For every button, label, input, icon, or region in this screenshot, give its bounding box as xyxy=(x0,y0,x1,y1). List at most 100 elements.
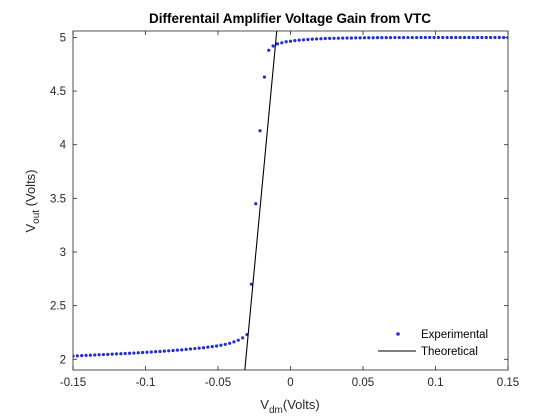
x-axis-label-main: V xyxy=(260,397,269,412)
data-point-experimental xyxy=(428,35,432,40)
data-point-experimental xyxy=(319,37,323,41)
y-tick-label: 5 xyxy=(60,32,66,44)
data-point-experimental xyxy=(258,129,262,133)
data-point-experimental xyxy=(145,350,149,354)
data-point-experimental xyxy=(415,35,419,40)
series-layer xyxy=(73,31,508,370)
data-point-experimental xyxy=(119,352,123,356)
y-axis-ticks: 2 2.5 3 3.5 4 4.5 5 xyxy=(50,32,508,366)
data-point-experimental xyxy=(475,35,480,40)
y-axis-label-sub: out xyxy=(31,210,42,224)
data-point-experimental xyxy=(132,351,136,355)
data-point-experimental xyxy=(219,343,223,347)
data-point-experimental xyxy=(345,36,349,40)
data-point-experimental xyxy=(432,35,436,40)
data-point-experimental xyxy=(367,36,371,40)
data-point-experimental xyxy=(141,350,145,355)
data-point-experimental xyxy=(354,36,358,40)
x-axis-ticks: -0.15 -0.1 -0.05 0 0.05 0.1 0.15 xyxy=(60,31,519,389)
data-point-experimental xyxy=(171,348,175,353)
data-point-experimental xyxy=(358,36,362,40)
data-point-experimental xyxy=(502,35,506,40)
data-point-experimental xyxy=(75,354,79,358)
data-point-experimental xyxy=(80,354,84,358)
chart-title: Differentail Amplifier Voltage Gain from… xyxy=(149,11,431,26)
data-point-experimental xyxy=(332,36,336,40)
data-point-experimental xyxy=(336,36,340,40)
data-point-experimental xyxy=(232,340,236,344)
series-line-theoretical xyxy=(244,31,278,370)
data-point-experimental xyxy=(410,35,414,40)
data-point-experimental xyxy=(297,38,301,42)
x-tick-label: 0.15 xyxy=(497,377,519,389)
data-point-experimental xyxy=(136,351,140,355)
data-point-experimental xyxy=(458,35,462,40)
data-point-experimental xyxy=(323,36,327,41)
data-point-experimental xyxy=(462,35,467,40)
data-point-experimental xyxy=(127,351,132,355)
data-point-experimental xyxy=(106,352,110,356)
data-point-experimental xyxy=(93,353,97,357)
data-point-experimental xyxy=(193,346,197,351)
data-point-experimental xyxy=(249,282,253,286)
data-point-experimental xyxy=(310,37,314,41)
data-point-experimental xyxy=(97,353,101,357)
data-point-experimental xyxy=(384,36,388,40)
axes-box xyxy=(72,30,509,371)
data-point-experimental xyxy=(489,35,493,40)
data-point-experimental xyxy=(393,35,397,40)
data-point-experimental xyxy=(380,36,384,40)
data-point-experimental xyxy=(223,342,227,346)
data-point-experimental xyxy=(175,348,179,352)
data-point-experimental xyxy=(214,344,219,348)
data-point-experimental xyxy=(162,349,166,353)
legend-label-theoretical: Theoretical xyxy=(421,346,478,358)
data-point-experimental xyxy=(210,345,214,349)
y-axis-label-main: V xyxy=(23,224,38,233)
data-point-experimental xyxy=(262,75,266,79)
data-point-experimental xyxy=(180,348,184,352)
data-point-experimental xyxy=(284,40,288,44)
data-point-experimental xyxy=(454,35,458,40)
data-point-experimental xyxy=(480,35,484,40)
x-tick-label: 0.1 xyxy=(428,377,444,389)
data-point-experimental xyxy=(228,341,232,345)
data-point-experimental xyxy=(293,39,297,43)
data-point-experimental xyxy=(241,336,245,340)
data-point-experimental xyxy=(167,349,171,353)
data-point-experimental xyxy=(267,48,271,52)
x-tick-label: -0.05 xyxy=(205,377,231,389)
data-point-experimental xyxy=(236,338,240,342)
x-axis-label: Vdm(Volts) xyxy=(260,397,319,416)
y-tick-label: 2 xyxy=(60,354,66,366)
data-point-experimental xyxy=(419,35,423,40)
data-point-experimental xyxy=(280,41,284,45)
data-point-experimental xyxy=(288,39,293,43)
data-point-experimental xyxy=(110,352,114,356)
x-tick-label: 0 xyxy=(287,377,293,389)
data-point-experimental xyxy=(88,353,92,357)
data-point-experimental xyxy=(123,351,127,356)
data-point-experimental xyxy=(449,35,454,40)
data-point-experimental xyxy=(188,347,193,351)
y-axis-label-rest: (Volts) xyxy=(23,169,38,209)
data-point-experimental xyxy=(306,37,310,42)
y-tick-label: 3.5 xyxy=(50,193,66,205)
data-point-experimental xyxy=(397,35,401,40)
data-point-experimental xyxy=(423,35,427,40)
data-point-experimental xyxy=(441,35,445,40)
data-point-experimental xyxy=(328,36,332,41)
data-point-experimental xyxy=(362,36,367,40)
data-point-experimental xyxy=(436,35,440,40)
y-tick-label: 2.5 xyxy=(50,301,66,313)
data-point-experimental xyxy=(406,35,410,40)
legend-box xyxy=(372,323,500,361)
data-point-experimental xyxy=(402,35,406,40)
data-point-experimental xyxy=(484,35,488,40)
data-point-experimental xyxy=(341,36,345,40)
data-point-experimental xyxy=(497,35,501,40)
data-point-experimental xyxy=(275,42,280,46)
data-point-experimental xyxy=(201,346,206,350)
x-tick-label: -0.15 xyxy=(60,377,86,389)
